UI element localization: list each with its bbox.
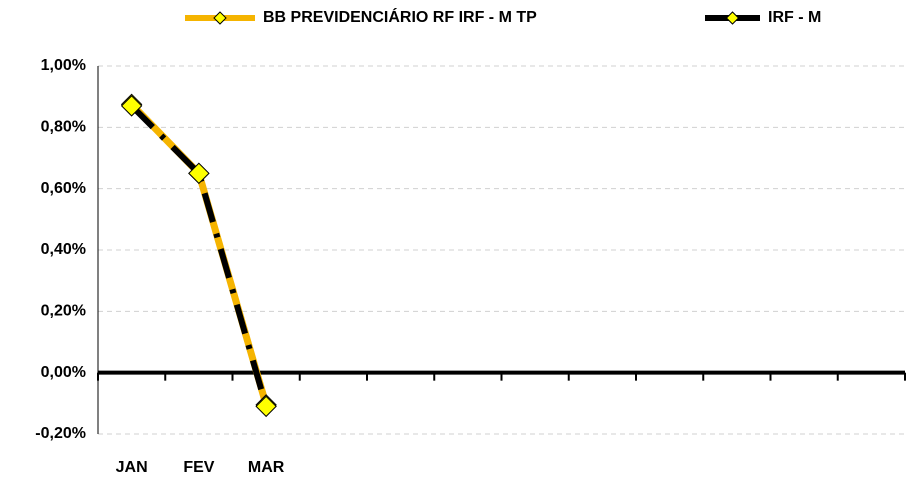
marker xyxy=(255,395,277,418)
y-tick-label: 0,20% xyxy=(41,303,86,320)
legend-label: BB PREVIDENCIÁRIO RF IRF - M TP xyxy=(263,7,537,26)
x-tick-label: MAR xyxy=(248,459,285,476)
series-line xyxy=(129,101,270,406)
legend-marker xyxy=(725,11,740,25)
y-tick-label: 0,00% xyxy=(41,364,86,381)
y-tick-label: 1,00% xyxy=(41,57,86,74)
y-tick-label: 0,60% xyxy=(41,180,86,197)
y-tick-label: 0,80% xyxy=(41,119,86,136)
legend-label: IRF - M xyxy=(768,9,821,26)
y-tick-label: 0,40% xyxy=(41,241,86,258)
marker xyxy=(188,162,210,185)
x-tick-label: JAN xyxy=(116,459,148,476)
x-tick-label: FEV xyxy=(183,459,214,476)
y-tick-label: -0,20% xyxy=(35,425,86,442)
marker xyxy=(120,95,143,117)
series-line xyxy=(129,103,270,408)
legend-marker xyxy=(213,11,227,25)
